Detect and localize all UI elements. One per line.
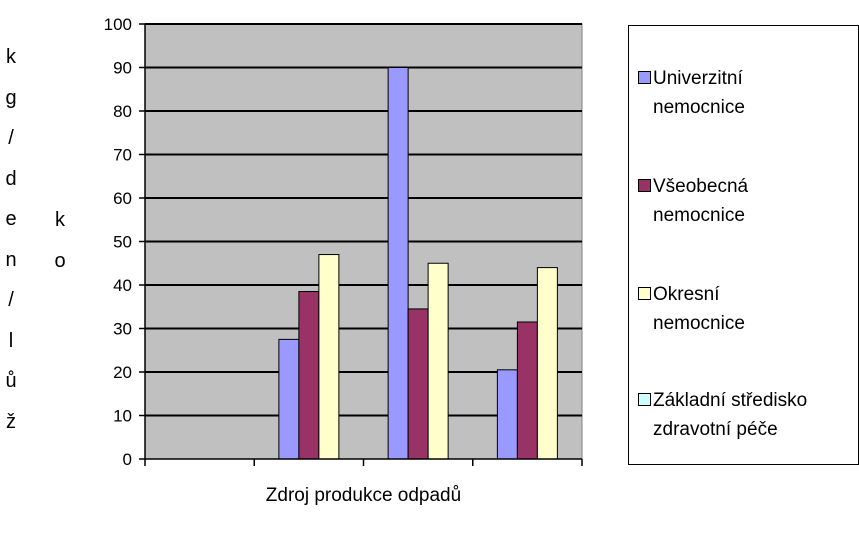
y-axis-label-char: e [5,208,17,230]
y-axis-label-char: d [5,167,17,190]
y-tick-label: 80 [113,102,132,121]
bar [318,254,340,460]
bar [298,291,320,460]
y-tick-label: 10 [113,407,132,426]
y-axis-label-char: k [55,209,65,231]
bar [387,67,409,460]
y-tick-label: 60 [113,189,132,208]
y-tick-label: 0 [123,450,132,469]
y-axis-label-char: l [8,329,14,352]
y-axis-label-column-1: k g / d e n / l ů ž [3,37,19,442]
legend-swatch [638,393,651,406]
y-axis-label-char: / [8,127,14,149]
y-axis-label-char: ů [5,370,17,392]
y-axis-label-char: ž [6,410,16,433]
legend-label-line1: Univerzitní [653,68,743,89]
y-tick-label: 50 [113,233,132,252]
y-axis-label-char: g [5,86,17,109]
y-tick-label: 100 [104,15,132,34]
legend-label-line2: nemocnice [653,97,745,118]
legend: Univerzitní nemocnice Všeobecná nemocnic… [628,25,859,465]
bar [496,369,518,460]
x-axis-label: Zdroj produkce odpadů [265,485,462,506]
bar [516,321,538,460]
y-axis-label-char: k [6,46,16,68]
legend-swatch [638,287,651,300]
y-tick-label: 90 [113,59,132,78]
bar [407,308,429,460]
bar [278,338,300,460]
legend-label-line1: Základní středisko [653,390,808,411]
y-axis-label-char: o [54,249,66,272]
bar [536,267,558,460]
legend-label-line2: nemocnice [653,313,745,334]
y-tick-label: 70 [113,146,132,165]
bar [427,262,449,460]
legend-label-line2: zdravotní péče [653,419,778,440]
legend-label-line1: Všeobecná [653,176,749,197]
legend-swatch [638,71,651,84]
y-tick-label: 30 [113,320,132,339]
y-tick-label: 20 [113,363,132,382]
legend-label-line1: Okresní [653,284,720,305]
legend-swatch [638,179,651,192]
y-tick-label: 40 [113,276,132,295]
y-axis-label-char: / [8,289,14,311]
y-axis-label-char: n [5,248,17,271]
legend-label-line2: nemocnice [653,205,745,226]
